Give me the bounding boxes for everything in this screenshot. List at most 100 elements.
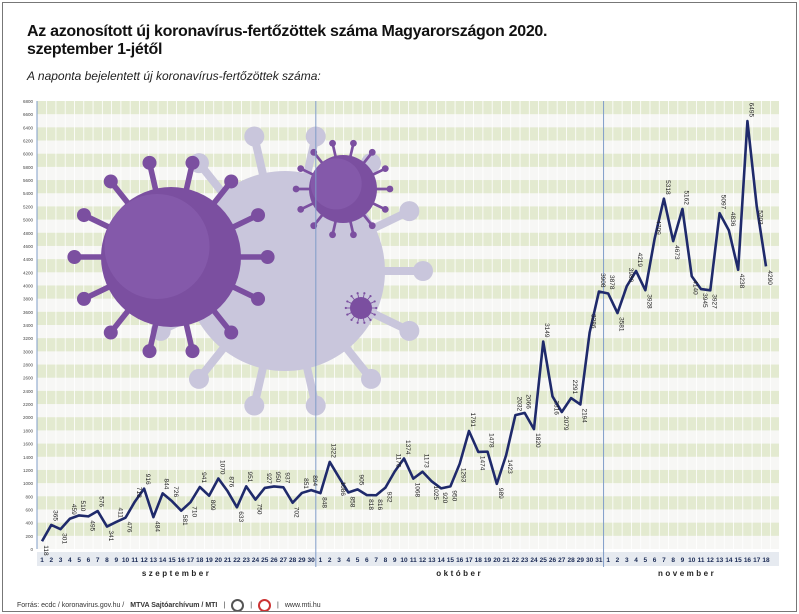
data-label: 5203: [757, 210, 764, 225]
month-label: szeptember: [142, 569, 211, 578]
x-tick-label: 7: [96, 557, 100, 564]
x-tick-label: 12: [707, 557, 715, 564]
grid-stripe: [37, 417, 779, 431]
virus-spike-tip: [399, 320, 420, 341]
x-tick-label: 12: [140, 557, 148, 564]
virus-spike-tip: [399, 201, 420, 222]
virus-spike-tip: [386, 185, 394, 193]
virus-spike-tip: [344, 306, 347, 310]
y-tick-label: 4000: [23, 283, 34, 288]
x-tick-label: 18: [762, 557, 770, 564]
y-tick-label: 0: [30, 547, 33, 552]
x-tick-label: 18: [475, 557, 483, 564]
x-tick-label: 3: [625, 557, 629, 564]
x-tick-label: 31: [595, 557, 603, 564]
x-tick-label: 20: [215, 557, 223, 564]
y-tick-label: 2200: [23, 402, 34, 407]
x-tick-label: 5: [356, 557, 360, 564]
y-tick-label: 200: [25, 534, 33, 539]
medium-virus-icon: [292, 139, 394, 239]
agency-text: MTVA Sajtóarchívum / MTI: [130, 602, 218, 609]
virus-spike-tip: [413, 261, 433, 281]
data-label: 2032: [515, 397, 522, 412]
y-tick-label: 3800: [23, 297, 34, 302]
virus-spike-tip: [142, 155, 157, 170]
y-tick-label: 4200: [23, 270, 34, 275]
data-label: 4836: [729, 212, 736, 227]
x-tick-label: 19: [205, 557, 213, 564]
x-tick-label: 10: [688, 557, 696, 564]
x-tick-label: 2: [328, 557, 332, 564]
grid-stripe: [37, 153, 779, 167]
x-tick-label: 5: [644, 557, 648, 564]
data-label: 301: [61, 533, 68, 544]
x-tick-label: 19: [484, 557, 492, 564]
x-tick-label: 5: [77, 557, 81, 564]
x-tick-label: 14: [159, 557, 167, 564]
y-tick-label: 5200: [23, 204, 34, 209]
virus-spike-tip: [368, 148, 376, 156]
virus-spike-tip: [329, 139, 336, 147]
small-virus-icon: [344, 292, 378, 324]
data-label: 1423: [506, 459, 513, 474]
y-tick-label: 5600: [23, 178, 34, 183]
x-tick-label: 7: [374, 557, 378, 564]
x-tick-label: 21: [502, 557, 510, 564]
x-tick-label: 6: [365, 557, 369, 564]
data-label: 932: [385, 492, 392, 503]
grid-stripe: [37, 390, 779, 405]
virus-spike-tip: [142, 344, 157, 359]
large-virus-icon: [67, 155, 275, 359]
x-tick-label: 2: [49, 557, 53, 564]
data-label: 3927: [710, 294, 717, 309]
y-tick-label: 6000: [23, 152, 34, 157]
data-label: 851: [302, 478, 309, 489]
x-tick-label: 21: [224, 557, 232, 564]
data-label: 2291: [571, 380, 578, 395]
data-label: 510: [79, 501, 86, 512]
data-label: 3928: [645, 294, 652, 309]
data-label: 894: [311, 475, 318, 486]
line-chart: 0200400600800100012001400160018002000220…: [23, 99, 779, 578]
y-tick-label: 800: [25, 494, 33, 499]
data-label: 1086: [339, 481, 346, 496]
data-label: 1322: [330, 443, 337, 458]
data-label: 1070: [218, 460, 225, 475]
x-tick-label: 25: [261, 557, 269, 564]
data-label: 411: [116, 508, 123, 519]
data-label: 2066: [525, 394, 532, 409]
y-tick-label: 5000: [23, 218, 34, 223]
virus-spike-tip: [346, 300, 349, 303]
y-tick-label: 3400: [23, 323, 34, 328]
virus-spike-tip: [292, 185, 300, 193]
x-tick-label: 22: [233, 557, 241, 564]
virus-spike-tip: [244, 126, 265, 147]
x-tick-label: 16: [744, 557, 752, 564]
x-tick-label: 29: [577, 557, 585, 564]
data-label: 3878: [608, 275, 615, 290]
x-tick-label: 3: [337, 557, 341, 564]
data-label: 4238: [738, 274, 745, 289]
data-label: 1791: [469, 413, 476, 428]
grid-stripe: [37, 522, 779, 536]
virus-spike-tip: [350, 318, 353, 321]
source-text: Forrás: ecdc / koronavirus.gov.hu /: [17, 602, 125, 609]
virus-spike-tip: [356, 321, 359, 324]
data-label: 118: [42, 545, 49, 556]
x-tick-label: 1: [319, 557, 323, 564]
mtva-logo-icon: [231, 599, 245, 611]
x-tick-label: 8: [384, 557, 388, 564]
data-label: 1176: [395, 454, 402, 468]
x-tick-label: 30: [308, 557, 316, 564]
x-tick-label: 16: [456, 557, 464, 564]
y-tick-label: 5400: [23, 191, 34, 196]
grid-stripe: [37, 101, 779, 115]
virus-spike-tip: [251, 291, 266, 306]
virus-highlight: [104, 194, 210, 299]
virus-spike-tip: [369, 295, 372, 298]
data-label: 1820: [534, 433, 541, 448]
grid-stripe: [37, 469, 779, 484]
x-tick-label: 12: [419, 557, 427, 564]
month-label: október: [436, 569, 483, 578]
virus-spike-tip: [103, 325, 118, 340]
